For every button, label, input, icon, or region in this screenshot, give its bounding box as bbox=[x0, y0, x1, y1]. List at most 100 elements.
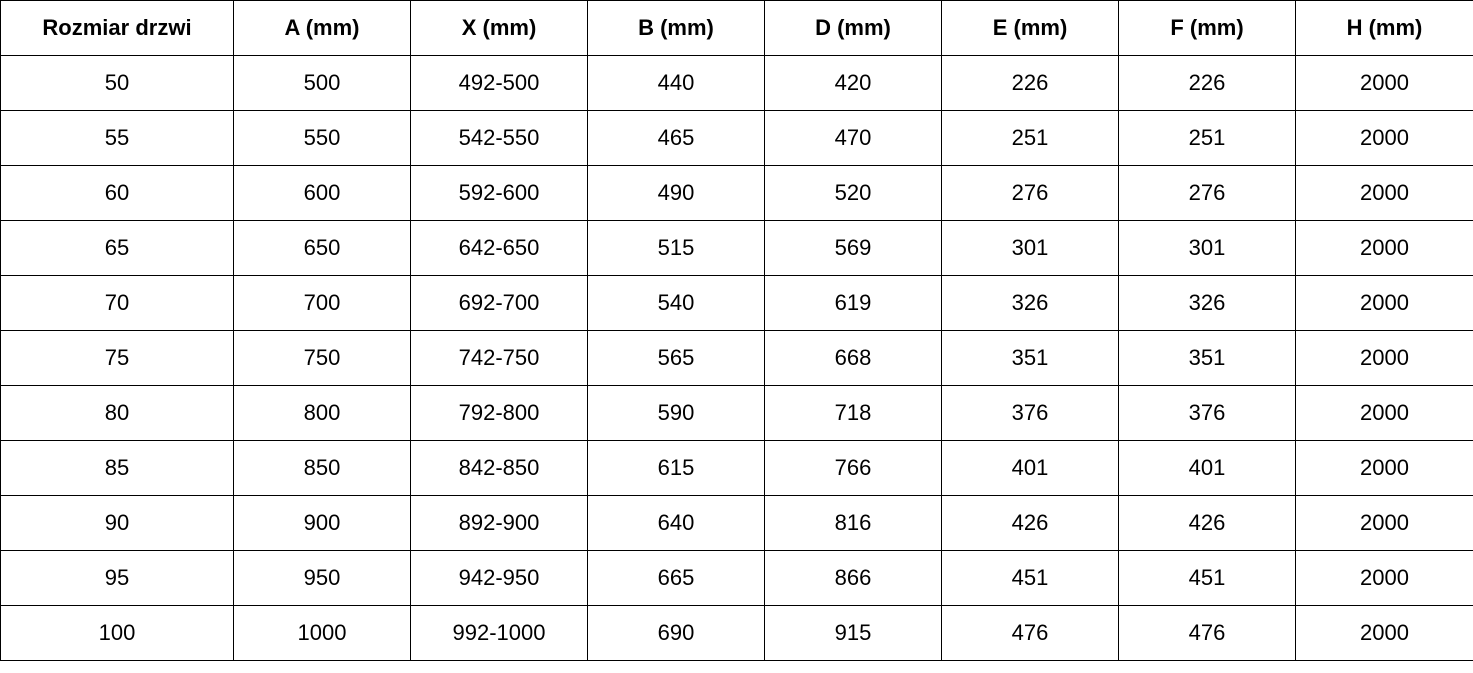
table-cell: 226 bbox=[1118, 55, 1296, 111]
table-cell: 590 bbox=[587, 385, 765, 441]
table-cell: 500 bbox=[233, 55, 411, 111]
table-row: 70 700 692-700 540 619 326 326 2000 bbox=[0, 275, 1473, 331]
table-cell: 866 bbox=[764, 550, 942, 606]
table-cell: 1000 bbox=[233, 605, 411, 661]
table-cell: 2000 bbox=[1295, 275, 1473, 331]
table-cell: 90 bbox=[0, 495, 234, 551]
table-cell: 2000 bbox=[1295, 165, 1473, 221]
table-row: 75 750 742-750 565 668 351 351 2000 bbox=[0, 330, 1473, 386]
header-row: Rozmiar drzwi A (mm) X (mm) B (mm) D (mm) E (… bbox=[0, 0, 1473, 56]
table-cell: 95 bbox=[0, 550, 234, 606]
table-row: 65 650 642-650 515 569 301 301 2000 bbox=[0, 220, 1473, 276]
table-cell: 650 bbox=[233, 220, 411, 276]
table-cell: 592-600 bbox=[410, 165, 588, 221]
table-cell: 301 bbox=[1118, 220, 1296, 276]
table-cell: 2000 bbox=[1295, 495, 1473, 551]
table-cell: 2000 bbox=[1295, 330, 1473, 386]
table-cell: 351 bbox=[1118, 330, 1296, 386]
table-cell: 426 bbox=[1118, 495, 1296, 551]
table-row: 50 500 492-500 440 420 226 226 2000 bbox=[0, 55, 1473, 111]
table-cell: 900 bbox=[233, 495, 411, 551]
table-cell: 515 bbox=[587, 220, 765, 276]
table-cell: 600 bbox=[233, 165, 411, 221]
table-cell: 75 bbox=[0, 330, 234, 386]
column-header: B (mm) bbox=[587, 0, 765, 56]
table-cell: 80 bbox=[0, 385, 234, 441]
table-cell: 326 bbox=[1118, 275, 1296, 331]
table-cell: 2000 bbox=[1295, 440, 1473, 496]
table-cell: 2000 bbox=[1295, 220, 1473, 276]
table-body: 50 500 492-500 440 420 226 226 2000 55 550 542-550… bbox=[0, 55, 1473, 661]
table-cell: 742-750 bbox=[410, 330, 588, 386]
table-cell: 100 bbox=[0, 605, 234, 661]
table-row: 90 900 892-900 640 816 426 426 2000 bbox=[0, 495, 1473, 551]
table-cell: 426 bbox=[941, 495, 1119, 551]
column-header: H (mm) bbox=[1295, 0, 1473, 56]
table-row: 55 550 542-550 465 470 251 251 2000 bbox=[0, 110, 1473, 166]
table-cell: 70 bbox=[0, 275, 234, 331]
table-cell: 800 bbox=[233, 385, 411, 441]
table-cell: 376 bbox=[1118, 385, 1296, 441]
table-cell: 2000 bbox=[1295, 605, 1473, 661]
table-cell: 226 bbox=[941, 55, 1119, 111]
table-cell: 915 bbox=[764, 605, 942, 661]
table-cell: 842-850 bbox=[410, 440, 588, 496]
table-cell: 615 bbox=[587, 440, 765, 496]
table-cell: 718 bbox=[764, 385, 942, 441]
table-cell: 401 bbox=[941, 440, 1119, 496]
table-cell: 351 bbox=[941, 330, 1119, 386]
table-cell: 640 bbox=[587, 495, 765, 551]
table-cell: 376 bbox=[941, 385, 1119, 441]
table-cell: 542-550 bbox=[410, 110, 588, 166]
table-row: 60 600 592-600 490 520 276 276 2000 bbox=[0, 165, 1473, 221]
table-cell: 690 bbox=[587, 605, 765, 661]
column-header: F (mm) bbox=[1118, 0, 1296, 56]
table-cell: 766 bbox=[764, 440, 942, 496]
table-cell: 440 bbox=[587, 55, 765, 111]
table-cell: 465 bbox=[587, 110, 765, 166]
table-cell: 950 bbox=[233, 550, 411, 606]
table-cell: 420 bbox=[764, 55, 942, 111]
table-cell: 476 bbox=[1118, 605, 1296, 661]
table-row: 100 1000 992-1000 690 915 476 476 2000 bbox=[0, 605, 1473, 661]
table-cell: 520 bbox=[764, 165, 942, 221]
table-cell: 550 bbox=[233, 110, 411, 166]
table-row: 85 850 842-850 615 766 401 401 2000 bbox=[0, 440, 1473, 496]
table-cell: 492-500 bbox=[410, 55, 588, 111]
table-cell: 540 bbox=[587, 275, 765, 331]
table-cell: 251 bbox=[941, 110, 1119, 166]
table-cell: 668 bbox=[764, 330, 942, 386]
table-cell: 665 bbox=[587, 550, 765, 606]
table-cell: 565 bbox=[587, 330, 765, 386]
table-cell: 451 bbox=[941, 550, 1119, 606]
table-row: 95 950 942-950 665 866 451 451 2000 bbox=[0, 550, 1473, 606]
table-cell: 60 bbox=[0, 165, 234, 221]
table-cell: 642-650 bbox=[410, 220, 588, 276]
table-cell: 850 bbox=[233, 440, 411, 496]
table-cell: 470 bbox=[764, 110, 942, 166]
table-cell: 401 bbox=[1118, 440, 1296, 496]
table-cell: 326 bbox=[941, 275, 1119, 331]
table-cell: 50 bbox=[0, 55, 234, 111]
table-cell: 892-900 bbox=[410, 495, 588, 551]
table-cell: 569 bbox=[764, 220, 942, 276]
column-header: A (mm) bbox=[233, 0, 411, 56]
table-row: 80 800 792-800 590 718 376 376 2000 bbox=[0, 385, 1473, 441]
table-cell: 251 bbox=[1118, 110, 1296, 166]
column-header: E (mm) bbox=[941, 0, 1119, 56]
table-cell: 992-1000 bbox=[410, 605, 588, 661]
table-cell: 942-950 bbox=[410, 550, 588, 606]
table-cell: 490 bbox=[587, 165, 765, 221]
table-cell: 2000 bbox=[1295, 55, 1473, 111]
table-cell: 2000 bbox=[1295, 110, 1473, 166]
table-cell: 65 bbox=[0, 220, 234, 276]
table-header: Rozmiar drzwi A (mm) X (mm) B (mm) D (mm) E (… bbox=[0, 0, 1473, 56]
table-cell: 692-700 bbox=[410, 275, 588, 331]
table-cell: 55 bbox=[0, 110, 234, 166]
table-cell: 619 bbox=[764, 275, 942, 331]
table-cell: 750 bbox=[233, 330, 411, 386]
table-cell: 816 bbox=[764, 495, 942, 551]
table-cell: 276 bbox=[941, 165, 1119, 221]
table-cell: 700 bbox=[233, 275, 411, 331]
